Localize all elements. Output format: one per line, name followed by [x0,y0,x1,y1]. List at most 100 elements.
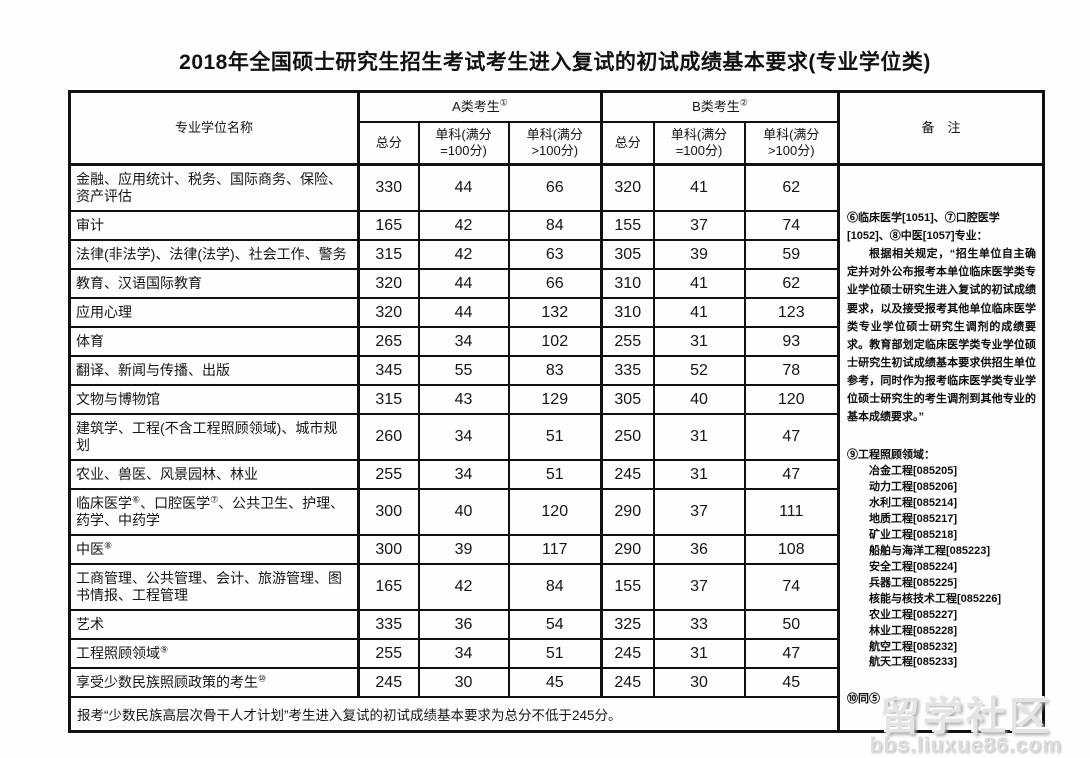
degree-name-cell: 体育 [68,326,360,357]
score-cell: 83 [507,355,603,386]
table-row: 艺术 335 36 54 325 33 50 [68,609,1044,640]
degree-name-cell: 艺术 [68,609,360,640]
note-clinical-title: ⑥临床医学[1051]、⑦口腔医学[1052]、⑧中医[1057]专业： [847,212,1000,242]
score-cell: 155 [600,210,655,241]
score-cell: 66 [507,163,603,212]
score-cell: 290 [600,488,655,536]
score-cell: 78 [743,355,840,386]
table-row: 建筑学、工程(不含工程照顾领域)、城市规划 260 34 51 250 31 47 [68,413,1044,461]
table-row: 工程照顾领域⑨ 255 34 51 245 31 47 [68,638,1044,669]
score-cell: 44 [417,268,510,299]
score-cell: 320 [600,163,655,212]
score-cell: 345 [357,355,420,386]
score-cell: 305 [600,239,655,270]
note-engineering-item: 农业工程[085227] [869,608,958,621]
note-engineering-item: 冶金工程[085205] [869,465,958,478]
note-clinical-body: 根据相关规定，“招生单位自主确定并对外公布报考本单位临床医学类专业学位硕士研究生… [847,248,1036,424]
degree-name-cell: 工商管理、公共管理、会计、旅游管理、图书情报、工程管理 [68,563,360,611]
score-cell: 300 [357,534,420,565]
score-cell: 39 [652,239,746,270]
score-cell: 66 [507,268,603,299]
table-row: 审计 165 42 84 155 37 74 [68,210,1044,241]
footnote-minority-plan: 报考“少数民族高层次骨干人才计划”考生进入复试的初试成绩基本要求为总分不低于24… [68,696,840,733]
degree-name-cell: 临床医学⑥、口腔医学⑦、公共卫生、护理、药学、中药学 [68,488,360,536]
score-cell: 45 [507,667,603,698]
score-cell: 265 [357,326,420,357]
score-cell: 255 [600,326,655,357]
score-cell: 320 [357,268,420,299]
score-cell: 34 [417,413,510,461]
score-cell: 37 [652,488,746,536]
table-row: 金融、应用统计、税务、国际商务、保险、资产评估 330 44 66 320 41 62 ⑥临床… [68,163,1045,733]
score-requirements-table: 专业学位名称 A类考生① B类考生② 备 注 总分 单科(满分 =100分) 单… [68,90,1045,733]
score-cell: 51 [507,638,603,669]
note-engineering-item: 核能与核技术工程[085226] [869,592,1002,605]
score-cell: 54 [507,609,603,640]
score-cell: 335 [357,609,420,640]
table-row: 教育、汉语国际教育 320 44 66 310 41 62 [68,268,1044,299]
col-header-degree-name: 专业学位名称 [68,90,360,166]
col-header-a-single100: 单科(满分 =100分) [417,121,510,166]
note-engineering-item: 动力工程[085206] [869,481,958,494]
note-engineering-title: ⑨工程照顾领域： [847,448,935,461]
score-cell: 132 [507,297,603,328]
score-cell: 84 [507,563,603,611]
score-cell: 93 [743,326,840,357]
score-cell: 41 [652,297,746,328]
score-cell: 36 [417,609,510,640]
score-cell: 34 [417,326,510,357]
score-cell: 33 [652,609,746,640]
score-cell: 63 [507,239,603,270]
degree-name-cell: 享受少数民族照顾政策的考生⑩ [68,667,360,698]
watermark-logo-text: 留学社区 [879,695,1052,739]
score-cell: 44 [417,163,510,212]
score-cell: 155 [600,563,655,611]
degree-name-cell: 翻译、新闻与传播、出版 [68,355,360,386]
score-cell: 41 [652,163,746,212]
table-row: 翻译、新闻与传播、出版 345 55 83 335 52 78 [68,355,1044,386]
score-cell: 31 [652,459,746,490]
score-cell: 111 [743,488,840,536]
degree-name-cell: 中医⑧ [68,534,360,565]
note-engineering-fields: ⑨工程照顾领域： 冶金工程[085205] 动力工程[085206] 水利工程[085… [847,447,1036,672]
score-cell: 47 [743,413,840,461]
score-cell: 31 [652,326,746,357]
col-header-group-b: B类考生② [600,90,840,123]
degree-name-cell: 工程照顾领域⑨ [68,638,360,669]
score-cell: 290 [600,534,655,565]
score-cell: 310 [600,268,655,299]
notes-cell: ⑥临床医学[1051]、⑦口腔医学[1052]、⑧中医[1057]专业： 根据相关… [837,163,1045,733]
score-cell: 44 [417,297,510,328]
score-cell: 50 [743,609,840,640]
note-engineering-item: 水利工程[085214] [869,497,958,510]
degree-name-cell: 农业、兽医、风景园林、林业 [68,459,360,490]
note-engineering-item: 船舶与海洋工程[085223] [869,544,991,557]
score-cell: 108 [743,534,840,565]
score-cell: 41 [652,268,746,299]
score-cell: 51 [507,413,603,461]
col-header-b-total: 总分 [600,121,655,166]
col-header-b-single100: 单科(满分 =100分) [652,121,746,166]
table-row: 法律(非法学)、法律(法学)、社会工作、警务 315 42 63 305 39 59 [68,239,1044,270]
col-header-group-a: A类考生① [357,90,603,123]
degree-name-cell: 文物与博物馆 [68,384,360,415]
score-cell: 31 [652,638,746,669]
note-engineering-item: 矿业工程[085218] [869,528,958,541]
score-cell: 335 [600,355,655,386]
watermark: 留学社区 bbs.liuxue86.com [870,697,1062,756]
score-cell: 245 [357,667,420,698]
score-cell: 39 [417,534,510,565]
table-row: 中医⑧ 300 39 117 290 36 108 [68,534,1044,565]
table-row: 农业、兽医、风景园林、林业 255 34 51 245 31 47 [68,459,1044,490]
degree-name-cell: 法律(非法学)、法律(法学)、社会工作、警务 [68,239,360,270]
note-engineering-item: 航空工程[085232] [869,640,958,653]
group-b-footnote-mark: ② [739,97,748,108]
table-row: 应用心理 320 44 132 310 41 123 [68,297,1044,328]
col-header-a-single-over100: 单科(满分 >100分) [507,121,603,166]
note-clinical-medicine: ⑥临床医学[1051]、⑦口腔医学[1052]、⑧中医[1057]专业： 根据相关… [847,210,1036,427]
score-cell: 47 [743,459,840,490]
note-engineering-item: 安全工程[085224] [869,560,958,573]
score-cell: 245 [600,667,655,698]
score-cell: 84 [507,210,603,241]
